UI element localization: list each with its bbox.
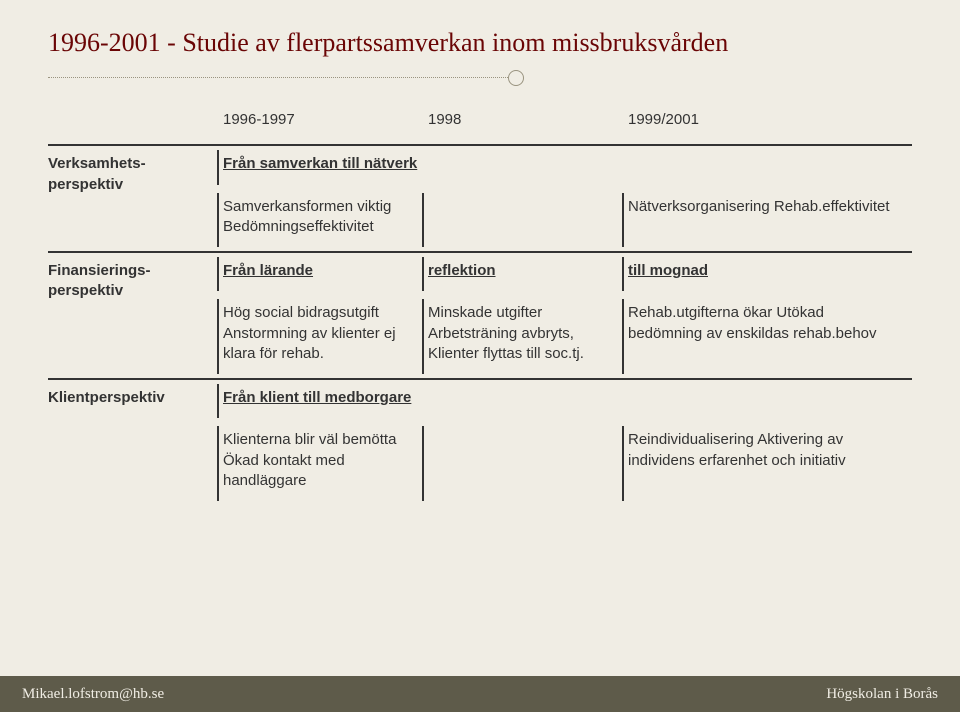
row-label-klient: Klientperspektiv [48, 380, 223, 505]
klient-c3-body: Reindividualisering Aktivering av indivi… [628, 422, 912, 505]
verksamhet-c1-body: Samverkansformen viktig Bedömningseffekt… [223, 189, 428, 253]
finans-c3-head: till mognad [628, 253, 912, 295]
header-year-1: 1996-1997 [223, 102, 428, 145]
finans-c3-body: Rehab.utgifterna ökar Utökad bedömning a… [628, 295, 912, 379]
row-label-finans: Finansierings- perspektiv [48, 253, 223, 379]
row-label-verksamhet: Verksamhets- perspektiv [48, 146, 223, 252]
content-table: 1996-1997 1998 1999/2001 Verksamhets- pe… [48, 102, 912, 505]
footer-bar: Mikael.lofstrom@hb.se Högskolan i Borås [0, 676, 960, 712]
finans-c2-body: Minskade utgifter Arbetsträning avbryts,… [428, 295, 628, 379]
header-year-2: 1998 [428, 102, 628, 145]
verksamhet-c2-body [428, 189, 628, 253]
klient-c1-body: Klienterna blir väl bemötta Ökad kontakt… [223, 422, 428, 505]
klient-c2-body [428, 422, 628, 505]
finans-c1-body: Hög social bidragsutgift Anstormning av … [223, 295, 428, 379]
verksamhet-span-head: Från samverkan till nätverk [223, 146, 912, 188]
title-rule [48, 72, 912, 84]
finans-c2-head: reflektion [428, 253, 628, 295]
header-year-3: 1999/2001 [628, 102, 912, 145]
finans-c1-head: Från lärande [223, 253, 428, 295]
slide-title: 1996-2001 - Studie av flerpartssamverkan… [48, 28, 912, 58]
klient-span-head: Från klient till medborgare [223, 380, 912, 422]
footer-right: Högskolan i Borås [826, 686, 938, 703]
verksamhet-c3-body: Nätverksorganisering Rehab.effektivitet [628, 189, 912, 253]
footer-left: Mikael.lofstrom@hb.se [22, 686, 164, 703]
